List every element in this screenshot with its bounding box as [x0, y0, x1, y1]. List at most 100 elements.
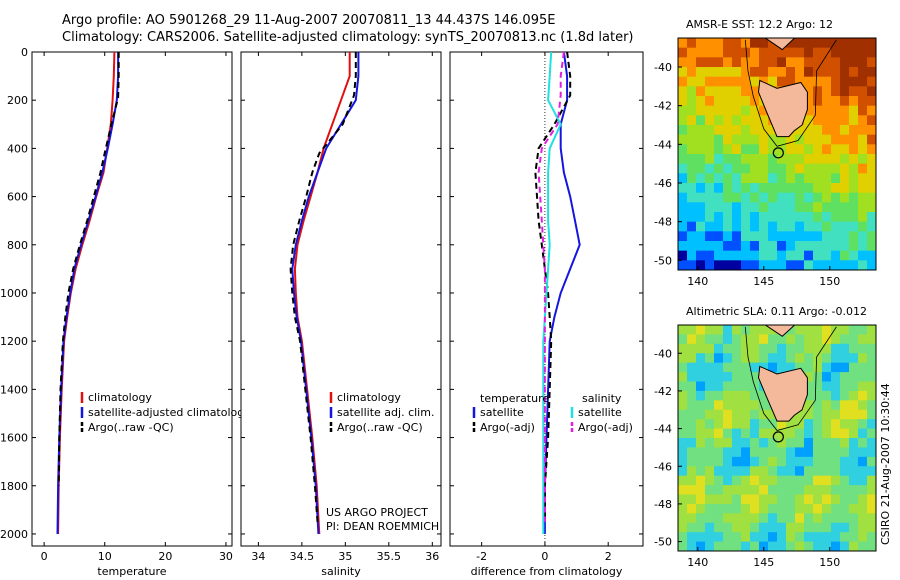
header-profile-line: Argo profile: AO 5901268_29 11-Aug-2007 … — [62, 13, 556, 28]
map-cell — [795, 522, 805, 533]
map-cell — [858, 163, 868, 174]
map-cell — [849, 466, 859, 477]
map-cell — [822, 475, 832, 486]
map-cell — [804, 390, 814, 401]
map-cell — [813, 163, 823, 174]
y-tick-label: -50 — [654, 254, 672, 267]
map-cell — [750, 400, 760, 411]
map-cell — [840, 494, 850, 505]
map-cell — [741, 494, 751, 505]
map-cell — [786, 163, 796, 174]
map-cell — [858, 125, 868, 136]
map-cell — [714, 325, 724, 336]
map-cell — [696, 541, 706, 551]
map-cell — [831, 381, 841, 392]
map-cell — [678, 38, 688, 49]
map-cell — [723, 250, 733, 261]
map-cell — [696, 86, 706, 97]
map-cell — [795, 419, 805, 430]
map-cell — [741, 390, 751, 401]
map-cell — [840, 541, 850, 551]
map-cell — [696, 390, 706, 401]
legend-label: Argo(-adj) — [578, 421, 633, 434]
map-cell — [822, 96, 832, 107]
legend-label: Argo(-adj) — [480, 421, 535, 434]
map-cell — [849, 428, 859, 439]
map-cell — [849, 513, 859, 524]
map-cell — [822, 494, 832, 505]
map-cell — [840, 144, 850, 155]
map-cell — [678, 192, 688, 203]
map-cell — [849, 144, 859, 155]
map-cell — [777, 541, 787, 551]
map-cell — [714, 183, 724, 194]
map-cell — [696, 125, 706, 136]
map-cell — [759, 115, 769, 126]
map-cell — [705, 260, 715, 270]
map-cell — [822, 513, 832, 524]
map-cell — [750, 202, 760, 213]
map-cell — [849, 125, 859, 136]
map-cell — [759, 202, 769, 213]
map-cell — [867, 362, 876, 373]
map-cell — [714, 125, 724, 136]
map-cell — [840, 38, 850, 49]
map-cell — [696, 334, 706, 345]
map-cell — [750, 57, 760, 68]
map-cell — [705, 503, 715, 514]
map-cell — [696, 466, 706, 477]
map-cell — [687, 163, 697, 174]
map-cell — [705, 541, 715, 551]
map-cell — [840, 115, 850, 126]
map-cell — [732, 522, 742, 533]
map-cell — [867, 466, 876, 477]
map-cell — [849, 202, 859, 213]
map-cell — [804, 381, 814, 392]
map-cell — [705, 96, 715, 107]
map-cell — [687, 466, 697, 477]
map-cell — [867, 409, 876, 420]
map-cell — [840, 532, 850, 543]
map-cell — [732, 513, 742, 524]
map-cell — [723, 212, 733, 223]
map-cell — [768, 456, 778, 467]
map-cell — [804, 212, 814, 223]
map-cell — [867, 503, 876, 514]
map-cell — [714, 503, 724, 514]
map-cell — [678, 532, 688, 543]
map-cell — [705, 212, 715, 223]
map-cell — [687, 212, 697, 223]
legend-label: Argo(..raw -QC) — [337, 421, 423, 434]
map-cell — [867, 372, 876, 383]
map-cell — [768, 494, 778, 505]
map-cell — [840, 372, 850, 383]
map-cell — [867, 475, 876, 486]
y-tick-label: -42 — [654, 100, 672, 113]
map-cell — [741, 334, 751, 345]
map-cell — [750, 485, 760, 496]
map-cell — [795, 541, 805, 551]
map-cell — [795, 221, 805, 232]
map-cell — [867, 456, 876, 467]
map-cell — [723, 334, 733, 345]
map-cell — [795, 466, 805, 477]
map-cell — [840, 125, 850, 136]
map-cell — [840, 447, 850, 458]
map-cell — [804, 494, 814, 505]
map-cell — [678, 57, 688, 68]
map-cell — [705, 163, 715, 174]
map-cell — [687, 260, 697, 270]
map-cell — [831, 57, 841, 68]
map-cell — [786, 485, 796, 496]
map-cell — [750, 38, 760, 49]
map-cell — [813, 513, 823, 524]
map-cell — [723, 419, 733, 430]
map-cell — [822, 419, 832, 430]
map-cell — [867, 192, 876, 203]
map-cell — [831, 67, 841, 78]
map-cell — [723, 513, 733, 524]
map-cell — [768, 503, 778, 514]
map-cell — [687, 221, 697, 232]
map-cell — [840, 96, 850, 107]
